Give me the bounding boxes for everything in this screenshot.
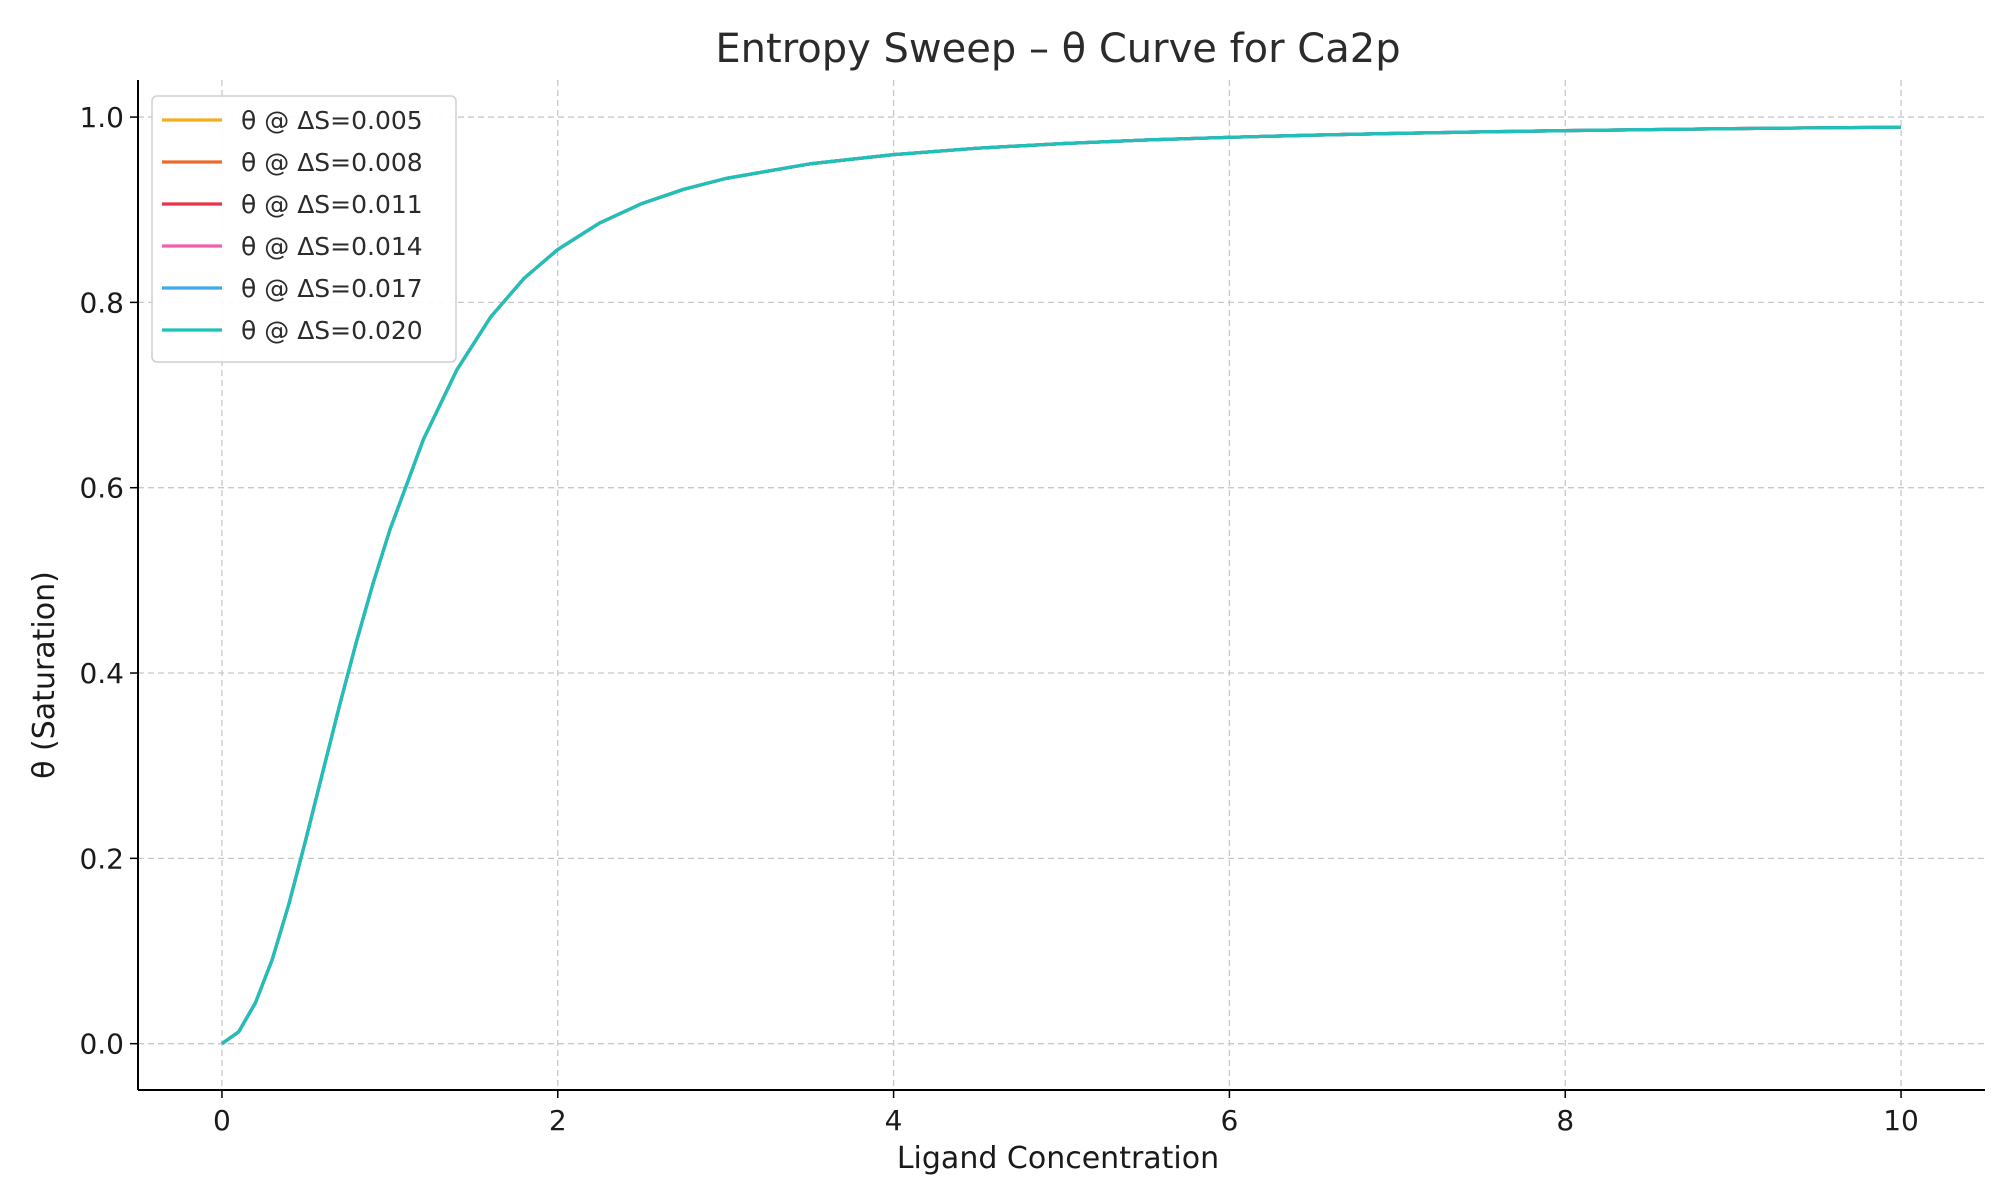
- ticks-layer: 0 2 4 6 8 10 0.0 0.2 0.4 0.6 0.8 1.0: [79, 101, 1918, 1137]
- legend-entry: θ @ ΔS=0.014: [241, 232, 423, 261]
- x-tick-label: 10: [1883, 1104, 1919, 1137]
- legend-entry: θ @ ΔS=0.008: [241, 148, 423, 177]
- y-tick-label: 0.4: [79, 657, 124, 690]
- x-tick-label: 0: [213, 1104, 231, 1137]
- legend-entry: θ @ ΔS=0.011: [241, 190, 423, 219]
- y-tick-label: 0.6: [79, 472, 124, 505]
- series-layer: [221, 125, 1902, 1046]
- x-axis-label: Ligand Concentration: [897, 1141, 1219, 1176]
- x-tick-label: 6: [1220, 1104, 1238, 1137]
- series-line-1: [221, 125, 1902, 1046]
- series-line-5: [221, 125, 1902, 1046]
- x-tick-label: 4: [885, 1104, 903, 1137]
- y-axis-label: θ (Saturation): [27, 571, 62, 779]
- axes-layer: [137, 80, 1985, 1091]
- chart-title: Entropy Sweep – θ Curve for Ca2p: [715, 26, 1400, 72]
- grid-layer: [138, 80, 1985, 1090]
- y-tick-label: 0.8: [79, 286, 124, 319]
- legend: θ @ ΔS=0.005 θ @ ΔS=0.008 θ @ ΔS=0.011 θ @ …: [151, 95, 457, 363]
- legend-entry: θ @ ΔS=0.020: [241, 316, 423, 345]
- y-tick-label: 1.0: [79, 101, 124, 134]
- series-line-2: [221, 125, 1902, 1046]
- y-tick-label: 0.2: [79, 842, 124, 875]
- y-tick-label: 0.0: [79, 1028, 124, 1061]
- series-line-3: [221, 125, 1902, 1046]
- series-line-6: [221, 125, 1902, 1046]
- series-line-4: [221, 125, 1902, 1046]
- legend-entry: θ @ ΔS=0.005: [241, 106, 423, 135]
- x-tick-label: 8: [1556, 1104, 1574, 1137]
- legend-box: [151, 95, 457, 363]
- x-tick-label: 2: [549, 1104, 567, 1137]
- legend-entry: θ @ ΔS=0.017: [241, 274, 423, 303]
